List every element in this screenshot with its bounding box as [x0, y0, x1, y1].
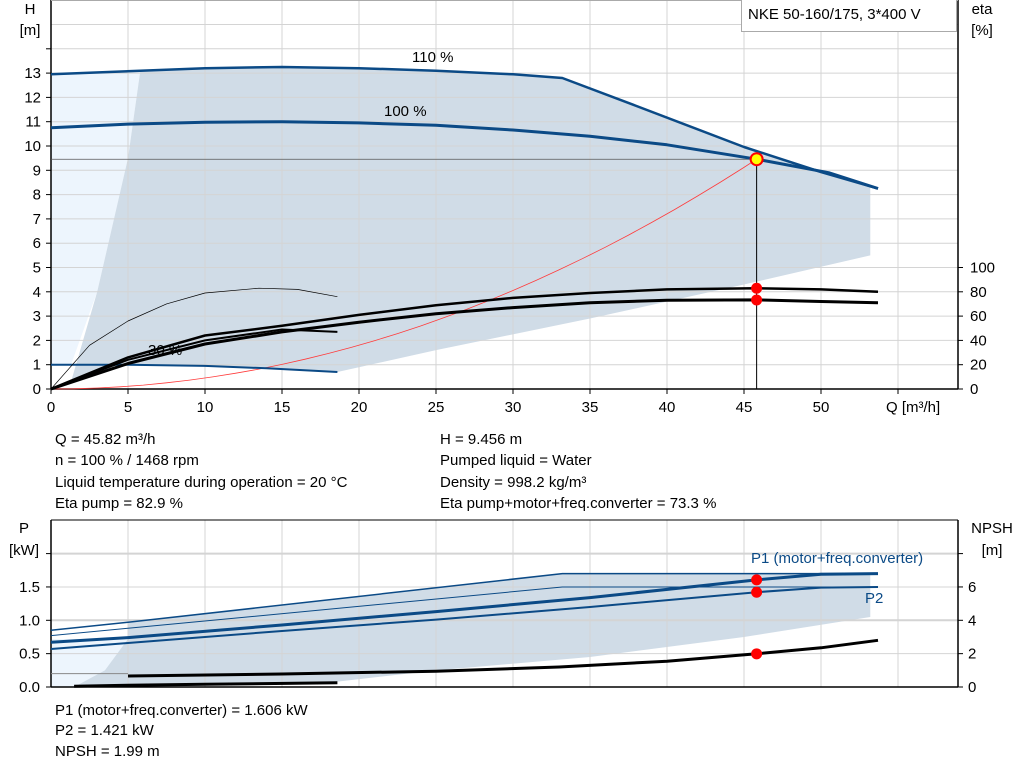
p1-curve-110 [50, 572, 878, 632]
eta-curve-low-speed [50, 287, 338, 390]
x-tick-label: 50 [813, 399, 830, 416]
info-q: Q = 45.82 m³/h [55, 431, 156, 448]
p-tick-label: 0.5 [19, 646, 40, 663]
p-tick-label: 0.0 [19, 679, 40, 696]
x-tick-label: 40 [659, 399, 676, 416]
power-operating-region [74, 573, 871, 687]
info-npsh: NPSH = 1.99 m [55, 743, 160, 760]
eta-total-point [751, 294, 763, 306]
y-tick-label-right: 40 [970, 332, 987, 349]
y-tick-label-left: 0 [33, 381, 41, 398]
y-tick-label-left: 2 [33, 332, 41, 349]
p2-curve-110 [50, 586, 878, 637]
info-head: H = 9.456 m [440, 431, 523, 448]
x-axis-label: Q [m³/h] [886, 399, 940, 416]
x-tick-label: 15 [274, 399, 291, 416]
npsh-tick-label: 2 [968, 646, 976, 663]
power-region-light [51, 638, 128, 687]
eta-curve-30 [50, 328, 338, 390]
y-tick-label-left: 12 [24, 89, 41, 106]
eta-pump-curve [50, 287, 879, 391]
p-tick-label: 1.0 [19, 612, 40, 629]
y-tick-label-left: 4 [33, 284, 41, 301]
p2-curve-label: P2 [865, 590, 883, 607]
info-eta-total: Eta pump+motor+freq.converter = 73.3 % [440, 495, 717, 512]
y-tick-label-left: 3 [33, 308, 41, 325]
eta-pump-point [751, 282, 763, 294]
x-tick-label: 10 [197, 399, 214, 416]
eta-total-curve [50, 298, 879, 391]
y-tick-label-right: 100 [970, 260, 995, 277]
y-tick-label-right: 0 [970, 381, 978, 398]
y-tick-label-left: 10 [24, 138, 41, 155]
y-axis-label-left: H [25, 1, 36, 18]
x-tick-label: 20 [351, 399, 368, 416]
x-tick-label: 45 [736, 399, 753, 416]
y-tick-label-left: 6 [33, 235, 41, 252]
npsh-axis-label: NPSH [971, 520, 1013, 537]
p-axis-unit: [kW] [9, 542, 39, 559]
region-light [51, 70, 141, 365]
y-tick-label-right: 60 [970, 308, 987, 325]
x-tick-label: 35 [582, 399, 599, 416]
x-tick-label: 5 [124, 399, 132, 416]
npsh-point [751, 648, 763, 660]
curve-label-30: 30 % [148, 342, 182, 359]
npsh-curve [127, 638, 879, 678]
y-tick-label-left: 7 [33, 211, 41, 228]
info-temperature: Liquid temperature during operation = 20… [55, 474, 348, 491]
y-axis-label-right: eta [972, 1, 994, 18]
head-curve-110 [50, 65, 879, 190]
y-tick-label-right: 80 [970, 284, 987, 301]
p2-curve [50, 586, 879, 650]
y-axis-label-right-unit: [%] [971, 22, 993, 39]
y-tick-label-right: 20 [970, 357, 987, 374]
y-tick-label-left: 1 [33, 357, 41, 374]
pump-title: NKE 50-160/175, 3*400 V [741, 0, 957, 32]
head-curve-min [51, 363, 338, 373]
p-axis-label: P [19, 520, 29, 537]
x-tick-label: 25 [428, 399, 445, 416]
npsh-axis-unit: [m] [982, 542, 1003, 559]
operating-range-region [71, 67, 871, 382]
npsh-tick-label: 4 [968, 612, 976, 629]
info-eta-pump: Eta pump = 82.9 % [55, 495, 183, 512]
y-tick-label-left: 8 [33, 187, 41, 204]
info-speed: n = 100 % / 1468 rpm [55, 452, 199, 469]
y-tick-label-left: 9 [33, 162, 41, 179]
info-density: Density = 998.2 kg/m³ [440, 474, 587, 491]
p1-point [751, 574, 763, 586]
duty-point [749, 152, 764, 167]
curve-label-110: 110 % [412, 49, 453, 66]
curve-label-100: 100 % [384, 103, 427, 120]
head-curve-100 [50, 120, 879, 190]
npsh-curve-low [74, 681, 338, 688]
y-tick-label-left: 11 [25, 114, 41, 131]
npsh-tick-label: 6 [968, 579, 976, 596]
info-p1: P1 (motor+freq.converter) = 1.606 kW [55, 702, 308, 719]
p2-point [751, 586, 763, 598]
info-liquid: Pumped liquid = Water [440, 452, 592, 469]
p-tick-label: 1.5 [19, 579, 40, 596]
npsh-tick-label: 0 [968, 679, 976, 696]
y-tick-label-left: 13 [24, 65, 41, 82]
info-p2: P2 = 1.421 kW [55, 722, 154, 739]
p1-curve-label: P1 (motor+freq.converter) [751, 550, 923, 567]
y-axis-label-left-unit: [m] [20, 22, 41, 39]
p1-curve [50, 572, 879, 644]
x-tick-label: 0 [47, 399, 55, 416]
y-tick-label-left: 5 [33, 260, 41, 277]
x-tick-label: 30 [505, 399, 522, 416]
system-curve [50, 158, 757, 390]
